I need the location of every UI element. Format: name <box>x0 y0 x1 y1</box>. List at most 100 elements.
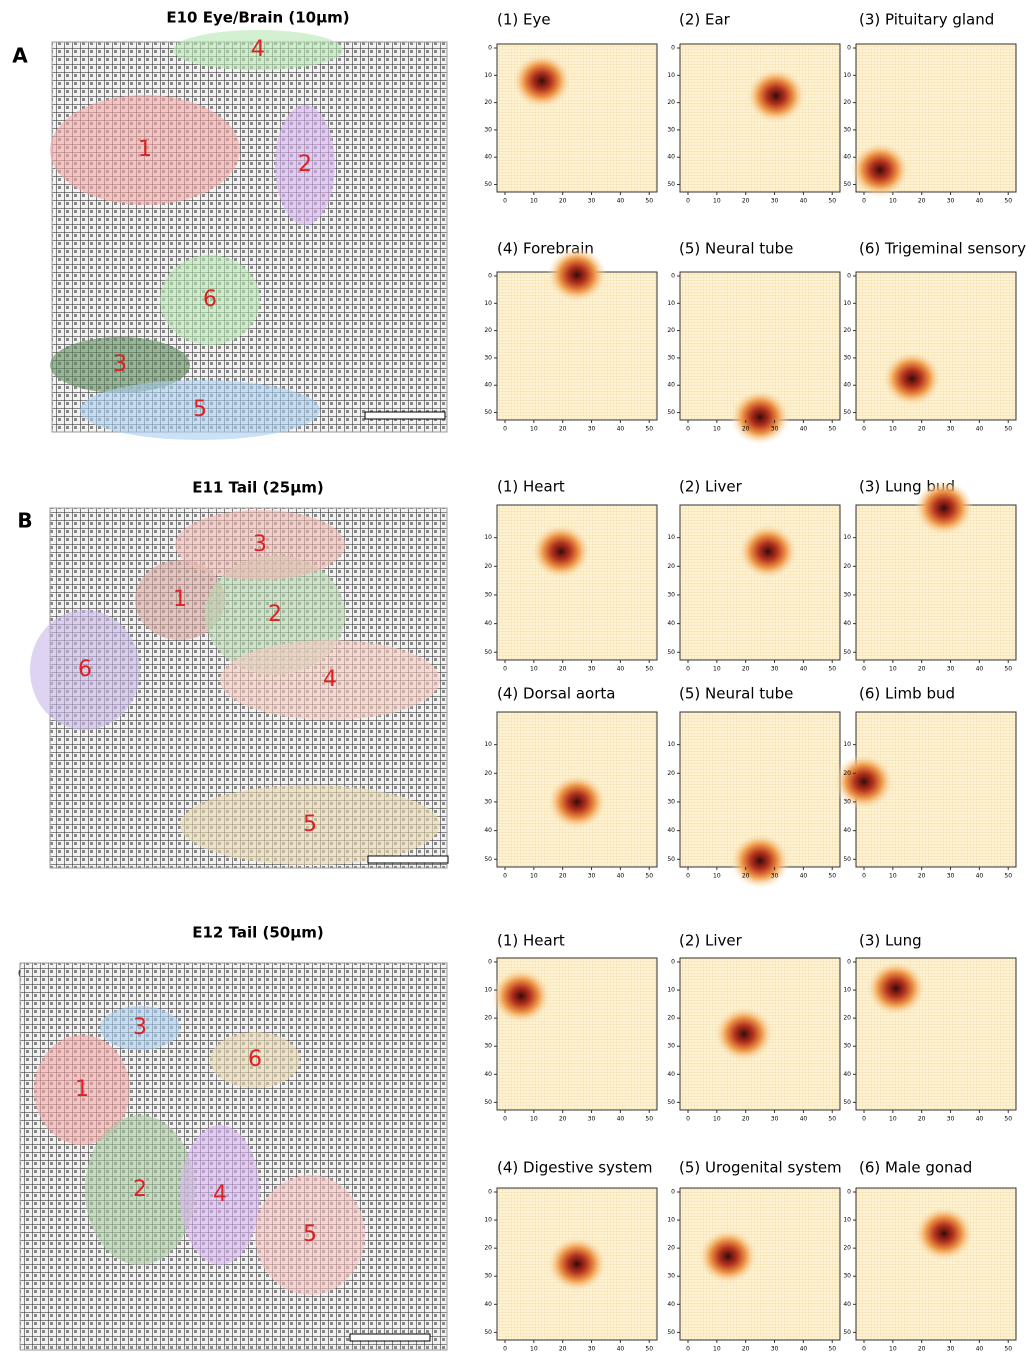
heatmap <box>856 272 1016 420</box>
y-tick-label: 30 <box>843 126 851 133</box>
y-tick-label: 0 <box>671 45 675 52</box>
x-tick-label: 30 <box>947 666 955 673</box>
x-tick-label: 20 <box>559 198 567 205</box>
y-tick-label: 40 <box>843 1071 851 1078</box>
x-tick-label: 0 <box>503 666 507 673</box>
y-tick-label: 50 <box>667 856 675 863</box>
y-tick-label: 10 <box>484 1217 492 1224</box>
panel-title: E12 Tail (50µm) <box>192 924 324 942</box>
y-tick-label: 0 <box>671 273 675 280</box>
y-tick-label: 20 <box>843 563 851 570</box>
x-tick-label: 40 <box>976 1346 984 1353</box>
x-tick-label: 20 <box>918 1346 926 1353</box>
x-tick-label: 20 <box>918 1116 926 1123</box>
y-tick-label: 20 <box>484 563 492 570</box>
x-tick-label: 30 <box>588 1116 596 1123</box>
y-tick-label: 50 <box>843 1099 851 1106</box>
x-tick-label: 40 <box>800 1116 808 1123</box>
x-tick-label: 50 <box>828 426 836 433</box>
heatmap-hotspot <box>866 960 926 1016</box>
y-tick-label: 30 <box>484 1273 492 1280</box>
y-tick-label: 20 <box>484 770 492 777</box>
page: {"panels": [ {"letter": "A", "title": "E… <box>0 0 1026 1353</box>
y-tick-label: 20 <box>843 1015 851 1022</box>
y-tick-label: 10 <box>667 1217 675 1224</box>
y-tick-label: 40 <box>843 827 851 834</box>
x-tick-label: 40 <box>800 426 808 433</box>
y-tick-label: 20 <box>484 99 492 106</box>
x-tick-label: 0 <box>862 873 866 880</box>
x-tick-label: 40 <box>800 873 808 880</box>
y-tick-label: 40 <box>667 154 675 161</box>
y-tick-label: 50 <box>484 409 492 416</box>
x-tick-label: 30 <box>771 198 779 205</box>
x-tick-label: 40 <box>617 1116 625 1123</box>
x-tick-label: 0 <box>503 198 507 205</box>
x-tick-label: 40 <box>617 1346 625 1353</box>
x-tick-label: 50 <box>645 873 653 880</box>
x-tick-label: 40 <box>976 426 984 433</box>
region-label: 4 <box>323 667 337 692</box>
y-tick-label: 50 <box>484 856 492 863</box>
x-tick-label: 50 <box>645 666 653 673</box>
x-tick-label: 50 <box>828 198 836 205</box>
panel-title: E10 Eye/Brain (10µm) <box>166 9 349 27</box>
y-tick-label: 50 <box>484 649 492 656</box>
x-tick-label: 30 <box>771 426 779 433</box>
x-tick-label: 0 <box>862 1346 866 1353</box>
region-label: 1 <box>173 587 187 612</box>
region-label: 3 <box>253 532 267 557</box>
x-tick-label: 10 <box>889 1346 897 1353</box>
plot-title: (6) Limb bud <box>859 685 955 703</box>
y-tick-label: 40 <box>484 1071 492 1078</box>
plot-title: (2) Ear <box>679 11 731 29</box>
x-tick-label: 50 <box>828 1116 836 1123</box>
y-tick-label: 30 <box>484 1043 492 1050</box>
x-tick-label: 20 <box>742 873 750 880</box>
y-tick-label: 10 <box>843 534 851 541</box>
y-tick-label: 30 <box>667 126 675 133</box>
x-tick-label: 20 <box>742 666 750 673</box>
y-tick-label: 40 <box>843 154 851 161</box>
x-tick-label: 50 <box>1004 426 1012 433</box>
plot-title: (5) Neural tube <box>679 685 793 703</box>
region-label: 2 <box>268 602 282 627</box>
y-tick-label: 20 <box>667 99 675 106</box>
heatmap-hotspot <box>850 142 910 198</box>
x-tick-label: 30 <box>771 666 779 673</box>
x-tick-label: 10 <box>530 1116 538 1123</box>
panel-title: E11 Tail (25µm) <box>192 479 324 497</box>
y-tick-label: 10 <box>484 741 492 748</box>
x-tick-label: 10 <box>889 198 897 205</box>
x-tick-label: 30 <box>588 1346 596 1353</box>
y-tick-label: 30 <box>667 591 675 598</box>
y-tick-label: 30 <box>484 591 492 598</box>
x-tick-label: 10 <box>530 873 538 880</box>
x-tick-label: 50 <box>645 1346 653 1353</box>
y-tick-label: 20 <box>484 1245 492 1252</box>
plot-title: (3) Lung <box>859 932 922 950</box>
y-tick-label: 10 <box>843 741 851 748</box>
panel-letter: A <box>12 44 28 68</box>
plot-title: (5) Urogenital system <box>679 1159 842 1177</box>
x-tick-label: 0 <box>686 426 690 433</box>
region-label: 6 <box>203 287 217 312</box>
scale-bar <box>365 412 445 419</box>
heatmap-hotspot <box>531 524 591 580</box>
y-tick-label: 20 <box>484 1015 492 1022</box>
heatmap-hotspot <box>547 774 607 830</box>
y-tick-label: 0 <box>488 959 492 966</box>
y-tick-label: 20 <box>667 563 675 570</box>
y-tick-label: 0 <box>488 45 492 52</box>
plot-title: (2) Liver <box>679 932 743 950</box>
y-tick-label: 50 <box>667 1099 675 1106</box>
y-tick-label: 40 <box>843 382 851 389</box>
y-tick-label: 0 <box>488 1189 492 1196</box>
x-tick-label: 50 <box>1004 666 1012 673</box>
y-tick-label: 40 <box>843 1301 851 1308</box>
x-tick-label: 20 <box>742 198 750 205</box>
x-tick-label: 40 <box>617 426 625 433</box>
y-tick-label: 50 <box>843 409 851 416</box>
y-tick-label: 50 <box>667 649 675 656</box>
x-tick-label: 0 <box>862 1116 866 1123</box>
